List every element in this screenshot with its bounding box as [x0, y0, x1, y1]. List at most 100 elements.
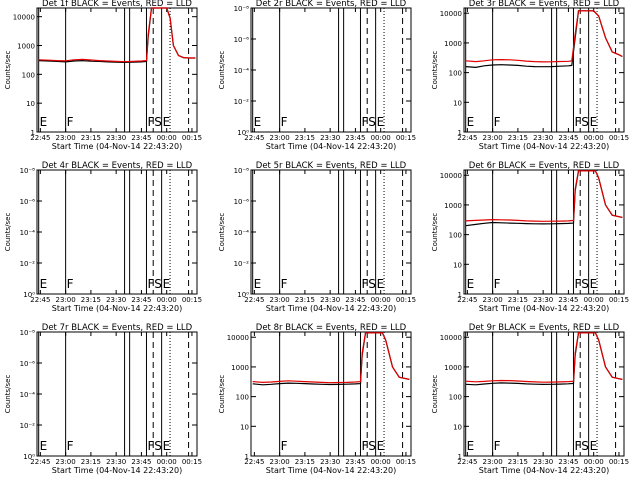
y-tick-label: 10⁻⁴	[20, 229, 36, 237]
marker-label: S	[368, 439, 376, 453]
y-tick-label: 1	[31, 129, 35, 137]
x-tick-label: 22:45	[244, 458, 264, 466]
x-tick-label: 00:15	[609, 458, 629, 466]
x-tick-label: 00:15	[182, 296, 202, 304]
lld-series-line	[252, 332, 410, 384]
marker-label: F	[147, 439, 154, 453]
panel-title: Det 6r BLACK = Events, RED = LLD	[469, 161, 620, 171]
panel-det-7: Det 7r BLACK = Events, RED = LLD Counts/s…	[4, 323, 202, 475]
panel-title: Det 7r BLACK = Events, RED = LLD	[42, 323, 193, 333]
y-axis-label: Counts/sec	[218, 51, 226, 90]
y-axis-label: Counts/sec	[431, 375, 439, 414]
x-tick-label: 23:30	[106, 134, 126, 142]
x-tick-label: 23:00	[56, 458, 76, 466]
x-tick-label: 23:45	[345, 296, 365, 304]
y-tick-label: 10⁻²	[234, 98, 250, 106]
marker-label: S	[368, 115, 376, 129]
y-tick-label: 1000	[17, 43, 35, 51]
plot-frame	[250, 7, 412, 133]
panel-det-4: Det 4r BLACK = Events, RED = LLD Counts/s…	[4, 161, 202, 313]
x-tick-label: 00:15	[182, 134, 202, 142]
y-tick-label: 10⁻²	[20, 422, 36, 430]
marker-label: E	[163, 115, 171, 129]
marker-label: F	[281, 277, 288, 291]
y-tick-label: 1000	[444, 40, 462, 48]
panel-det-5: Det 5r BLACK = Events, RED = LLD Counts/s…	[218, 161, 416, 313]
x-tick-label: 23:45	[558, 458, 578, 466]
y-axis-label: Counts/sec	[4, 213, 12, 252]
y-tick-label: 10000	[440, 10, 462, 18]
x-tick-label: 23:00	[56, 134, 76, 142]
x-tick-label: 23:00	[56, 296, 76, 304]
lld-series-line	[465, 170, 623, 222]
marker-label: S	[154, 277, 162, 291]
x-tick-label: 00:15	[396, 134, 416, 142]
x-axis-label: Start Time (04-Nov-14 22:43:20)	[266, 142, 396, 151]
marker-label: F	[67, 277, 74, 291]
y-tick-label: 10⁰	[237, 291, 249, 299]
marker-label: E	[40, 439, 48, 453]
y-tick-label: 1	[458, 129, 462, 137]
y-axis-label: Counts/sec	[4, 51, 12, 90]
lld-series-line	[465, 10, 623, 63]
x-tick-label: 23:30	[533, 458, 553, 466]
x-tick-label: 23:15	[295, 134, 315, 142]
x-tick-label: 23:30	[533, 134, 553, 142]
y-tick-label: 1000	[444, 202, 462, 210]
x-tick-label: 23:15	[508, 134, 528, 142]
x-tick-label: 23:30	[533, 296, 553, 304]
y-axis-label: Counts/sec	[218, 375, 226, 414]
marker-label: S	[581, 439, 589, 453]
x-tick-label: 00:00	[371, 458, 391, 466]
marker-label: E	[590, 277, 598, 291]
marker-label: F	[281, 115, 288, 129]
x-tick-label: 23:15	[81, 458, 101, 466]
x-tick-label: 22:45	[244, 134, 264, 142]
panel-det-3: Det 3r BLACK = Events, RED = LLD Counts/s…	[431, 0, 629, 151]
x-tick-label: 23:30	[320, 134, 340, 142]
y-tick-label: 10⁻⁴	[234, 229, 250, 237]
x-tick-label: 00:00	[371, 134, 391, 142]
y-tick-label: 10⁻⁶	[234, 36, 250, 44]
marker-label: E	[254, 277, 262, 291]
x-axis-label: Start Time (04-Nov-14 22:43:20)	[479, 466, 609, 475]
y-tick-label: 10000	[440, 172, 462, 180]
panel-title: Det 9r BLACK = Events, RED = LLD	[469, 323, 620, 333]
x-tick-label: 22:45	[457, 296, 477, 304]
marker-label: F	[494, 439, 501, 453]
marker-label: F	[494, 115, 501, 129]
lld-series-line	[465, 332, 623, 383]
y-axis-label: Counts/sec	[431, 213, 439, 252]
x-tick-label: 23:00	[270, 458, 290, 466]
marker-label: F	[574, 277, 581, 291]
y-tick-label: 10⁻⁸	[234, 5, 250, 13]
y-tick-label: 10⁻⁸	[20, 329, 36, 337]
marker-label: F	[361, 277, 368, 291]
marker-label: E	[377, 115, 385, 129]
x-tick-label: 23:30	[320, 296, 340, 304]
marker-label: S	[368, 277, 376, 291]
panel-title: Det 3r BLACK = Events, RED = LLD	[469, 0, 620, 9]
panel-det-9: Det 9r BLACK = Events, RED = LLD Counts/s…	[431, 323, 629, 475]
panel-det-1: Det 1f BLACK = Events, RED = LLD Counts/s…	[4, 0, 202, 151]
marker-label: F	[494, 277, 501, 291]
y-tick-label: 100	[449, 70, 462, 78]
y-tick-label: 1	[458, 453, 462, 461]
x-tick-label: 00:15	[609, 134, 629, 142]
marker-label: F	[147, 115, 154, 129]
y-tick-label: 100	[22, 71, 35, 79]
x-tick-label: 00:00	[157, 134, 177, 142]
marker-label: F	[574, 439, 581, 453]
y-tick-label: 10⁻⁸	[234, 167, 250, 175]
marker-label: E	[163, 277, 171, 291]
y-axis-label: Counts/sec	[4, 375, 12, 414]
plot-frame	[36, 169, 198, 295]
marker-label: E	[467, 115, 475, 129]
y-tick-label: 100	[236, 394, 249, 402]
panel-det-6: Det 6r BLACK = Events, RED = LLD Counts/s…	[431, 161, 629, 313]
y-tick-label: 10000	[227, 334, 249, 342]
y-tick-label: 10⁻²	[234, 260, 250, 268]
plot-frame	[36, 7, 198, 133]
x-tick-label: 23:30	[106, 296, 126, 304]
